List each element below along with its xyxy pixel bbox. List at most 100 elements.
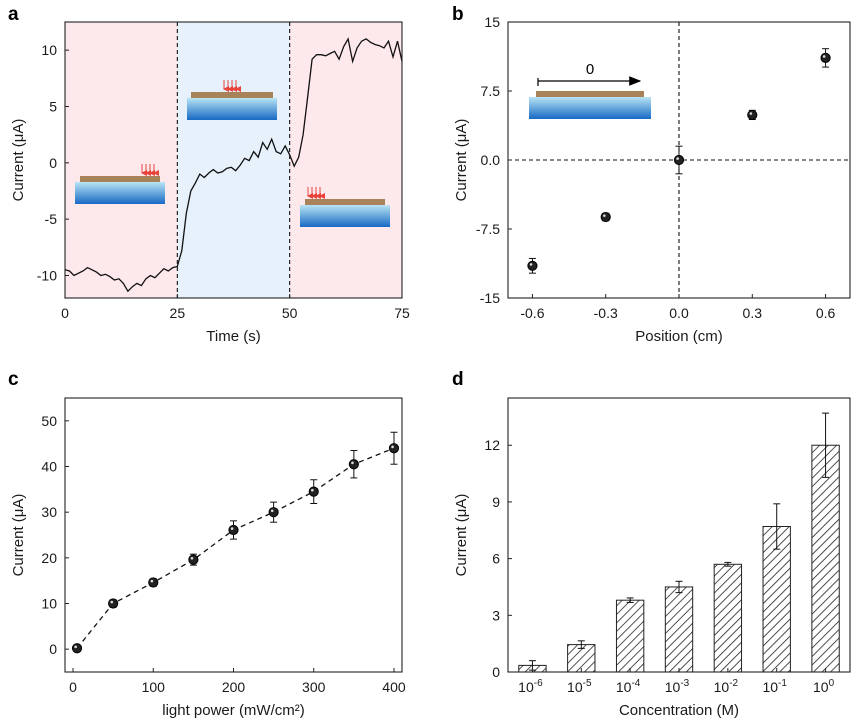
y-tick-label: -10: [37, 267, 57, 283]
y-tick-label: 40: [41, 459, 57, 475]
data-point: [348, 459, 359, 470]
data-point: [188, 554, 199, 565]
x-tick-label: 0.6: [816, 305, 836, 321]
x-tick-label: 100: [142, 679, 166, 695]
bar: [713, 563, 743, 673]
film-layer: [305, 199, 385, 205]
panel-label-a: a: [8, 4, 19, 25]
panel-label-c: c: [8, 369, 19, 390]
panel-b: 0 -15 -7.5 0.0 7.5 15 -0.6 -0.3 0.0 0.3 0.6 Positio…: [453, 14, 851, 345]
point-highlight: [749, 112, 753, 115]
x-tick-label: 10-5: [567, 678, 592, 695]
y-tick-label: 12: [484, 437, 500, 453]
x-tick-label: 10-4: [616, 678, 641, 695]
x-tick-label: 25: [170, 305, 186, 321]
y-tick-label: 7.5: [481, 83, 501, 99]
data-point: [71, 643, 83, 654]
y-tick-label: 50: [41, 413, 57, 429]
x-tick-label: 0: [69, 679, 77, 695]
y-tick-label: 20: [41, 550, 57, 566]
data-point: [108, 598, 119, 609]
panel-c: 0 10 20 30 40 50 0 100 200 300 400 light power (mW/…: [10, 397, 406, 719]
plot-frame: [64, 21, 403, 299]
y-tick-label: 0: [49, 155, 57, 171]
panel-label-d: d: [452, 369, 464, 390]
data-point: [820, 52, 831, 63]
x-axis-label: Position (cm): [635, 328, 723, 345]
point-highlight: [351, 461, 354, 465]
x-tick-label: 0.0: [669, 305, 689, 321]
x-tick-label: 0.3: [743, 305, 763, 321]
bar: [811, 444, 840, 673]
y-tick-label: 0: [492, 664, 500, 680]
x-tick-label: -0.6: [520, 305, 544, 321]
x-tick-label: 300: [302, 679, 326, 695]
water-block: [300, 205, 390, 227]
y-axis-label: Current (μA): [10, 119, 27, 202]
point-highlight: [311, 488, 314, 492]
data-point: [673, 154, 685, 166]
film-layer: [191, 92, 273, 98]
data-point: [600, 211, 611, 223]
data-point: [148, 577, 159, 588]
y-tick-label: 10: [41, 596, 57, 612]
point-highlight: [270, 509, 274, 513]
point-highlight: [110, 600, 114, 604]
shaded-region-blue: [177, 22, 290, 298]
panel-d: 10-6 10-5 10-4 10-3 10-2 10-1 100 0 3 6 9 12 Concent…: [453, 397, 851, 719]
y-tick-label: 30: [41, 504, 57, 520]
data-point: [228, 524, 239, 536]
x-tick-label: -0.3: [594, 305, 618, 321]
y-tick-label: 6: [492, 551, 500, 567]
data-point: [747, 109, 758, 121]
y-axis-label: Current (μA): [10, 494, 27, 577]
film-layer: [80, 176, 160, 182]
film-layer: [536, 91, 644, 97]
y-tick-label: 10: [41, 42, 57, 58]
data-point: [308, 486, 319, 497]
data-point: [388, 443, 400, 454]
y-tick-label: 0.0: [481, 152, 501, 168]
panel-a: -10 -5 0 5 10 0 25 50 75 Time (s) Current (μA): [10, 21, 410, 345]
data-point: [268, 507, 279, 518]
point-highlight: [529, 263, 533, 266]
point-highlight: [676, 157, 679, 160]
point-highlight: [74, 645, 77, 649]
y-tick-label: 15: [484, 14, 500, 30]
point-highlight: [391, 445, 394, 449]
x-tick-label: 10-1: [762, 678, 787, 695]
shaded-region-pink: [289, 22, 402, 298]
x-tick-label: 100: [813, 678, 835, 695]
y-axis-label: Current (μA): [453, 494, 470, 577]
point-highlight: [190, 556, 194, 560]
y-tick-label: -5: [45, 211, 58, 227]
x-tick-label: 10-2: [714, 678, 739, 695]
x-tick-label: 75: [394, 305, 410, 321]
water-block: [529, 97, 651, 119]
annotation-zero: 0: [586, 61, 594, 78]
series-line: [76, 447, 395, 649]
shaded-region-pink: [65, 22, 178, 298]
x-tick-label: 0: [61, 305, 69, 321]
x-tick-label: 10-6: [518, 678, 543, 695]
data-point: [527, 260, 538, 271]
bar: [664, 586, 694, 673]
x-tick-label: 10-3: [665, 678, 690, 695]
x-tick-label: 200: [222, 679, 246, 695]
y-tick-label: 0: [49, 641, 57, 657]
y-tick-label: -15: [480, 290, 500, 306]
y-tick-label: -7.5: [476, 221, 500, 237]
y-tick-label: 9: [492, 494, 500, 510]
point-highlight: [822, 55, 826, 58]
x-tick-label: 400: [382, 679, 406, 695]
panel-label-b: b: [452, 4, 464, 25]
water-block: [187, 98, 277, 120]
y-axis-label: Current (μA): [453, 119, 470, 202]
point-highlight: [603, 214, 606, 217]
point-highlight: [230, 527, 234, 530]
x-axis-label: Concentration (M): [619, 702, 739, 719]
x-axis-label: Time (s): [206, 328, 260, 345]
plot-frame: [507, 397, 851, 673]
point-highlight: [150, 579, 154, 583]
